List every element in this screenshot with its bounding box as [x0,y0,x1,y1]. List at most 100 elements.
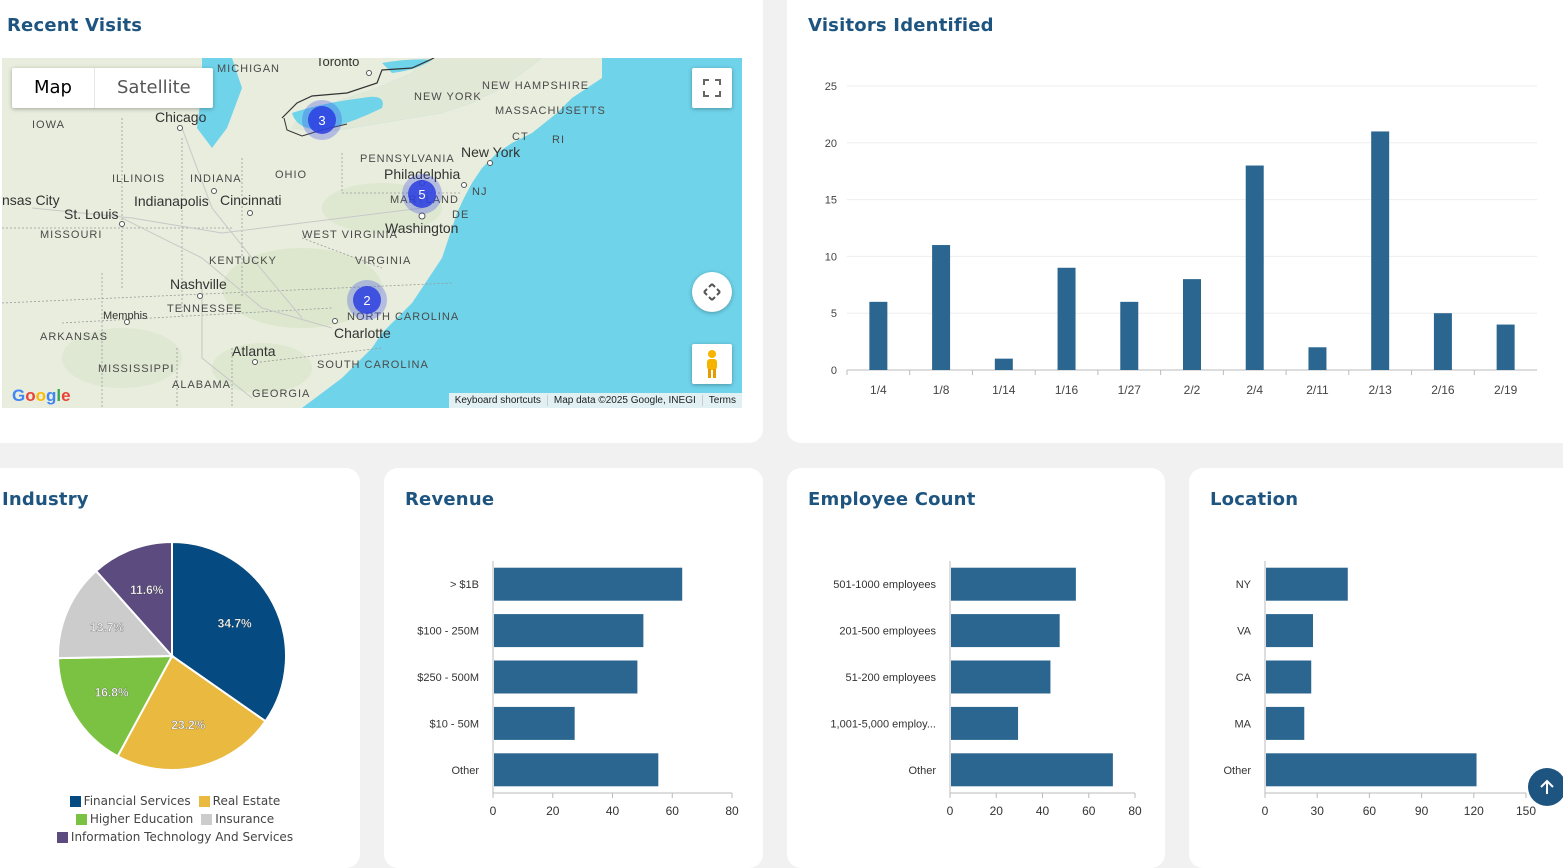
visits-map[interactable]: MICHIGAN Toronto NEW HAMPSHIRE IOWA Chic… [2,58,742,408]
bar[interactable] [1266,614,1313,648]
bar[interactable] [1120,301,1139,370]
x-tick-label: 60 [1082,804,1096,818]
y-tick-label: 10 [825,251,837,263]
recent-visits-title: Recent Visits [7,15,143,36]
bar[interactable] [494,660,638,694]
arrow-up-icon [1540,779,1554,794]
map-type-satellite-button[interactable]: Satellite [117,77,191,98]
legend-label: Real Estate [212,794,281,808]
bar[interactable] [932,245,951,370]
map-labels: MICHIGAN Toronto NEW HAMPSHIRE IOWA Chic… [2,58,605,400]
y-tick-label: 20 [825,138,837,150]
bar[interactable] [994,358,1013,370]
pie-slice[interactable] [94,540,173,659]
x-tick-label: 2/19 [1494,383,1518,397]
camera-control-button[interactable] [692,272,732,312]
pie-slice-label: 16.8% [95,686,129,700]
visitors-identified-card [787,0,1563,443]
bar[interactable] [951,660,1051,694]
map-label: Toronto [316,58,359,69]
map-cluster[interactable]: 2 [347,280,387,320]
bar[interactable] [1183,279,1201,370]
y-tick-label: NY [1236,579,1252,591]
location-bar-chart: NY VA CA MA Other 0 30 60 90 120 150 [1223,561,1536,818]
legend-item-higher-education[interactable]: Higher Education [75,812,193,826]
employee-count-bar-chart: 501-1000 employees 201-500 employees 51-20… [830,561,1142,818]
bar[interactable] [1057,267,1076,370]
bar[interactable] [951,706,1019,740]
map-label: Atlanta [232,343,276,359]
legend-item-financial-services[interactable]: Financial Services [69,794,191,808]
x-tick-label: 20 [546,804,560,818]
legend-item-information-technology[interactable]: Information Technology And Services [56,830,293,844]
industry-pie-chart: 34.7% 23.2% 16.8% 13.7% 11.6% [57,540,287,771]
bar[interactable] [869,301,888,370]
x-tick-label: 40 [606,804,620,818]
map-label: KENTUCKY [209,255,277,267]
bar[interactable] [1266,706,1305,740]
pegman-icon [707,350,717,378]
map-label: PENNSYLVANIA [360,153,455,165]
pie-slice[interactable] [57,654,174,758]
terms-link[interactable]: Terms [708,395,736,406]
map-label: ARKANSAS [40,331,108,343]
map-label: Nashville [170,276,227,292]
x-tick-label: 30 [1311,804,1325,818]
y-tick-label: Other [451,765,479,777]
y-tick-label: $250 - 500M [417,672,479,684]
y-tick-label: 201-500 employees [839,626,936,638]
scroll-to-top-button[interactable] [1528,768,1563,806]
legend-label: Financial Services [83,794,191,808]
x-tick-label: 2/11 [1306,383,1329,397]
bar[interactable] [1496,324,1515,370]
y-tick-label: 1,001-5,000 employ... [830,718,936,730]
y-tick-label: > $1B [450,579,479,591]
legend-item-real-estate[interactable]: Real Estate [198,794,281,808]
map-label: MISSOURI [40,229,102,241]
map-label: MICHIGAN [217,63,280,75]
bar[interactable] [494,753,659,787]
map-cluster[interactable]: 3 [302,100,342,140]
keyboard-shortcuts-link[interactable]: Keyboard shortcuts [449,395,548,406]
bar[interactable] [951,753,1113,787]
bar[interactable] [1266,660,1312,694]
fullscreen-button[interactable] [692,68,732,108]
visitors-bar-chart: 0 5 10 15 20 25 1/4 1/8 1/14 1/16 1/27 2/2 2/4 2/11 2/… [825,81,1537,397]
x-tick-label: 2/16 [1431,383,1455,397]
map-type-map-button[interactable]: Map [12,68,95,108]
bar[interactable] [1266,567,1348,601]
map-label: NEW HAMPSHIRE [482,80,589,92]
map-label: SOUTH CAROLINA [317,359,429,371]
pie-slice[interactable] [171,540,287,723]
legend-item-insurance[interactable]: Insurance [201,812,274,826]
x-tick-label: 1/14 [992,383,1016,397]
street-view-pegman[interactable] [692,344,732,384]
map-type-control: Map Satellite [12,68,213,108]
bar[interactable] [494,567,683,601]
map-canvas[interactable]: MICHIGAN Toronto NEW HAMPSHIRE IOWA Chic… [2,58,742,408]
bar[interactable] [951,614,1060,648]
bar[interactable] [1308,347,1327,370]
x-tick-label: 2/13 [1369,383,1393,397]
pie-slice-label: 34.7% [218,616,252,630]
map-label: NORTH CAROLINA [347,311,459,323]
bar[interactable] [494,614,644,648]
google-logo: Google [12,386,71,405]
map-label: Cincinnati [220,192,281,208]
map-label: WEST VIRGINIA [302,229,398,241]
x-tick-label: 60 [1363,804,1377,818]
pie-slice[interactable] [116,654,267,771]
bar[interactable] [1245,165,1264,370]
map-cluster[interactable]: 5 [402,174,442,214]
bar[interactable] [1266,753,1477,787]
visitors-identified-title: Visitors Identified [808,15,994,36]
map-label: Philadelphia [384,166,460,182]
bar[interactable] [951,567,1076,601]
bar[interactable] [494,706,575,740]
bar[interactable] [1371,131,1390,370]
bar[interactable] [1433,313,1452,370]
y-tick-label: $100 - 250M [417,626,479,638]
pie-slice[interactable] [57,569,175,660]
x-tick-label: 150 [1516,804,1536,818]
employee-count-title: Employee Count [808,489,976,510]
